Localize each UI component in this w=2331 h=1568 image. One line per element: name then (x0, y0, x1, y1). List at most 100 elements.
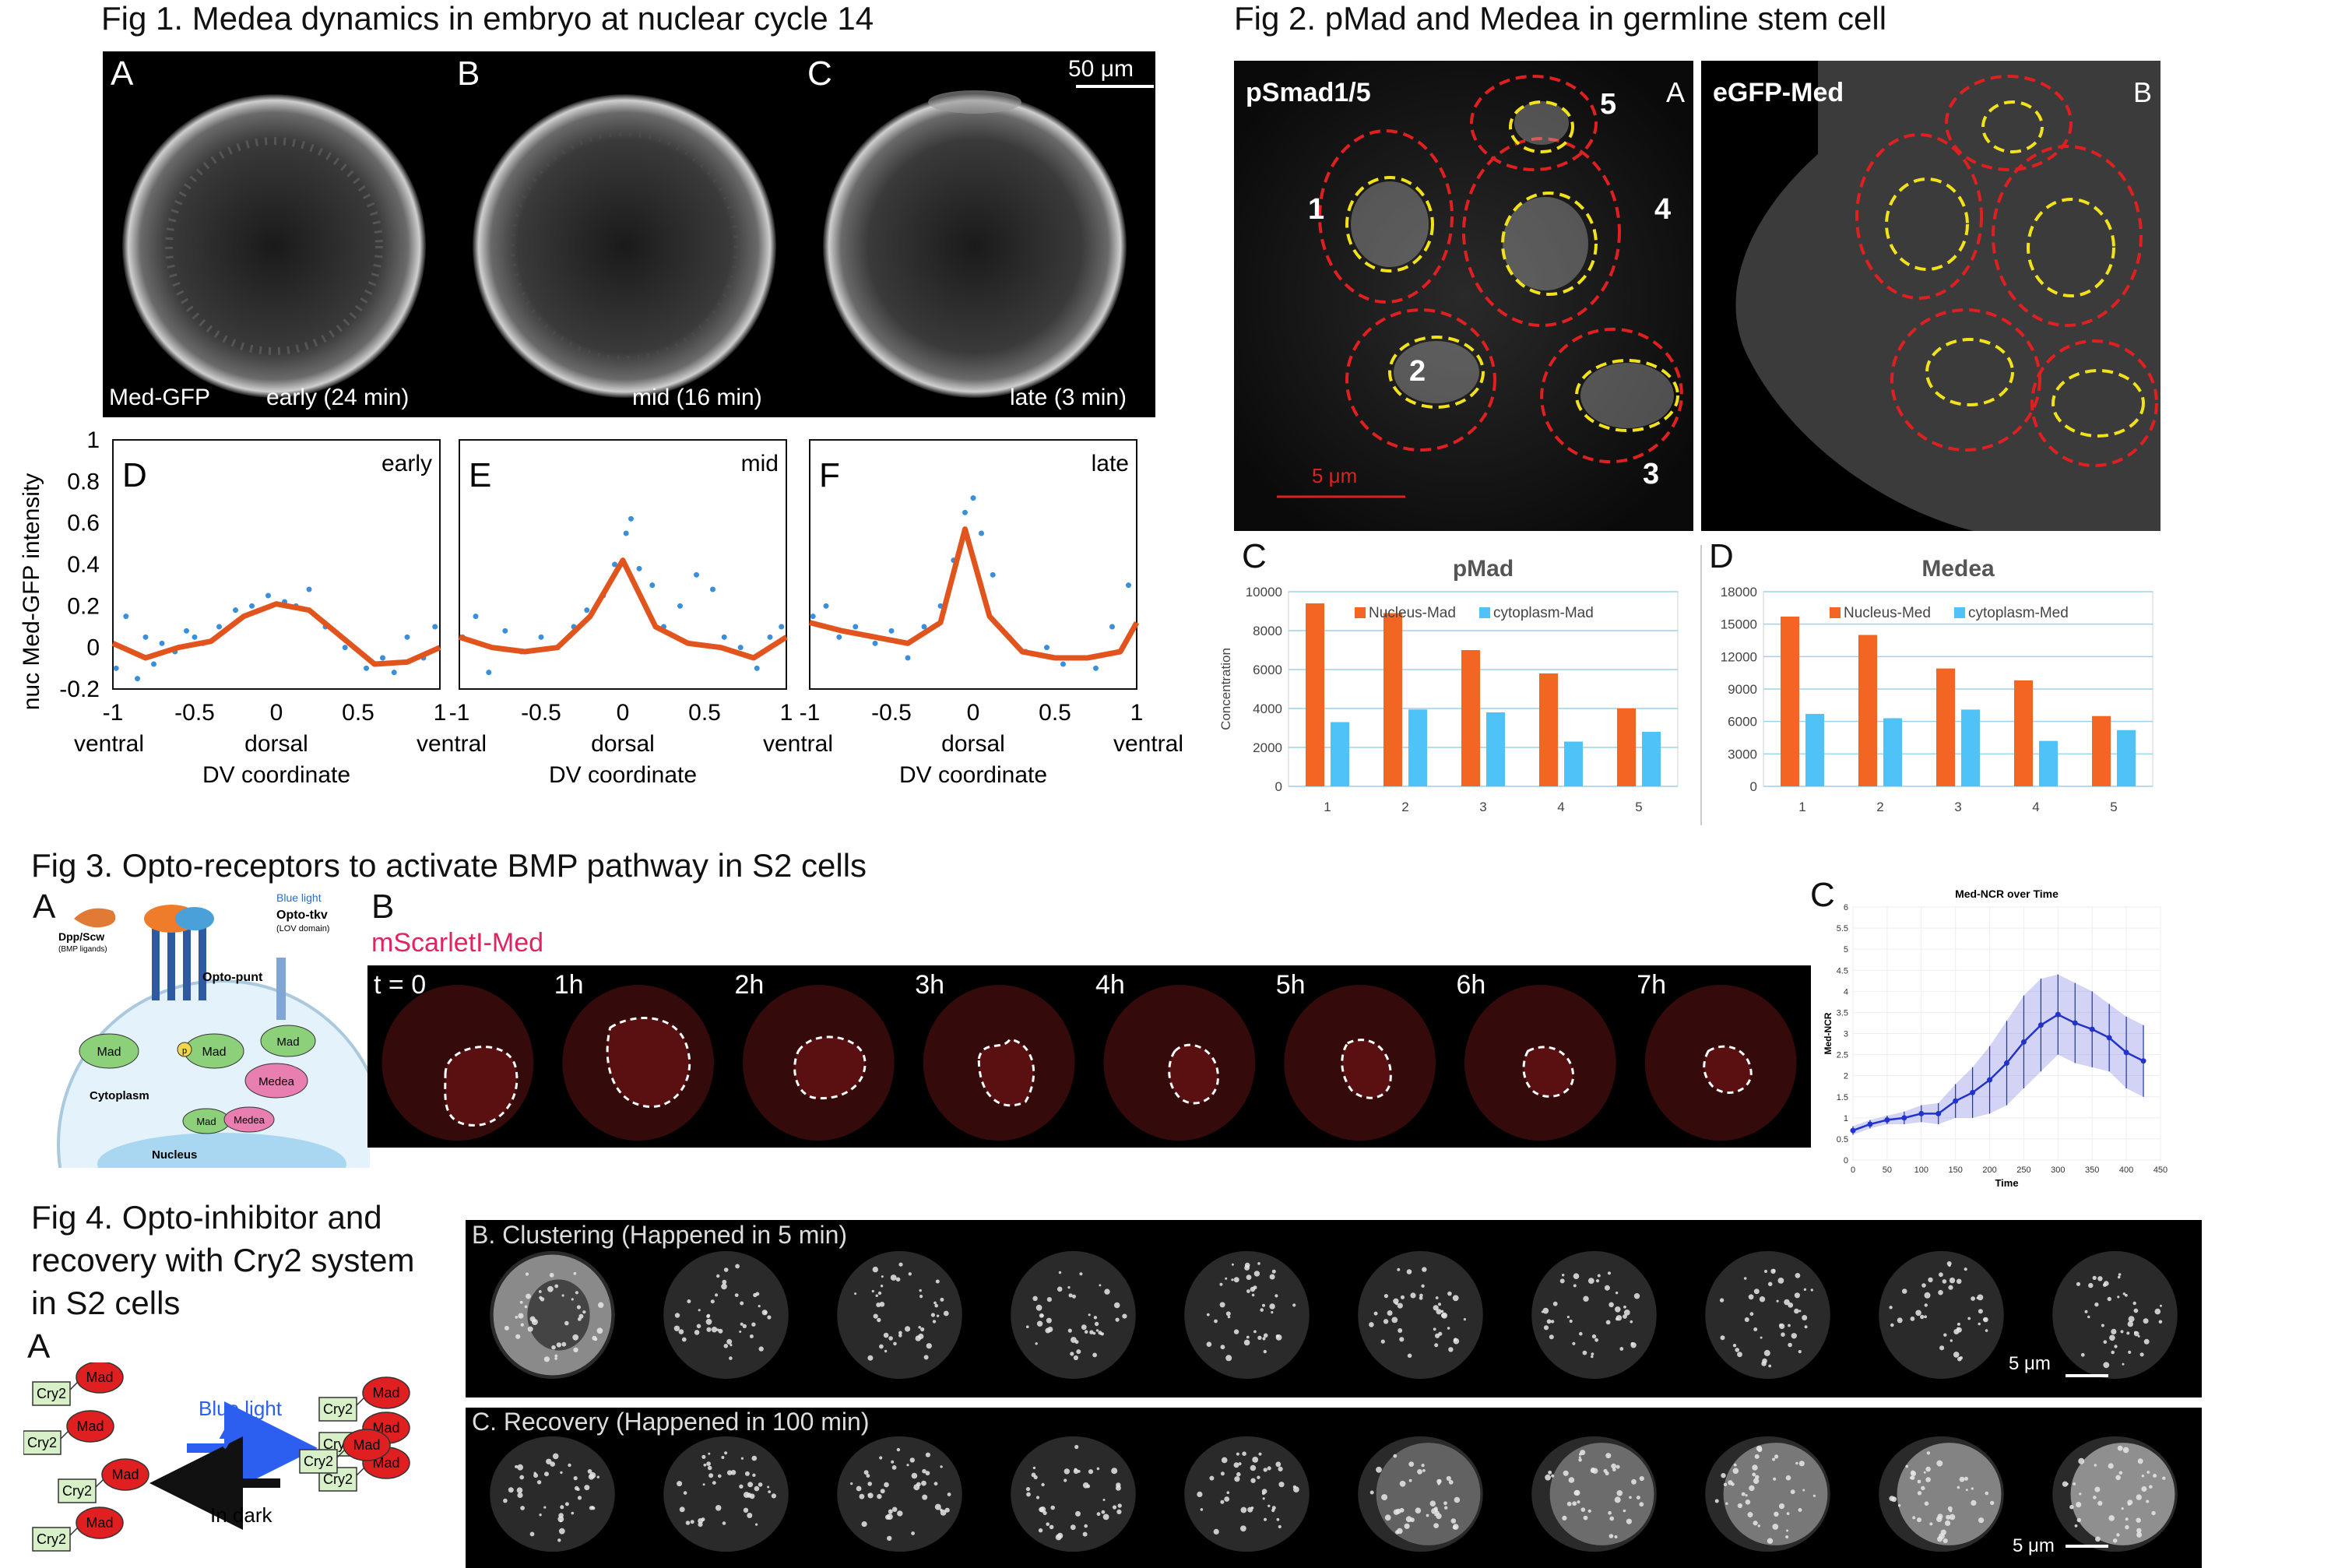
fig3-pathway-diagram: Blue light Dpp/Scw (BMP ligands) Opto-tk… (57, 891, 370, 1168)
cry2-text: Cry2 (37, 1386, 66, 1401)
fig1-data-point (265, 592, 271, 599)
embryo-c (823, 94, 1127, 398)
ncr-point (2004, 1060, 2009, 1066)
fig2-ytick-label: 3000 (1728, 747, 1757, 761)
mad-text: Mad (111, 1467, 139, 1482)
fig1-data-point (853, 624, 859, 630)
fig2-ytick-label: 10000 (1246, 585, 1282, 599)
fig2-psmad-label: pSmad1/5 (1246, 78, 1371, 107)
fig4-recovery-label: C. Recovery (Happened in 100 min) (472, 1408, 870, 1436)
ncr-point (2123, 1049, 2129, 1056)
fig1-xtick-label: 1 (434, 700, 447, 726)
fig2-ytick-label: 12000 (1721, 649, 1757, 664)
ncr-xtick-label: 200 (1982, 1165, 1996, 1175)
fig1-xaxis-ventral-right: ventral (417, 731, 487, 757)
fig3-time-label: 1h (554, 970, 584, 1000)
cry2-text: Cry2 (323, 1401, 353, 1417)
blue-light-text: Blue light (276, 891, 322, 904)
fig1-xtick-label: 1 (780, 700, 793, 726)
fig2-bar (1936, 668, 1955, 786)
fig1-xtick-label: 0 (617, 700, 630, 726)
ncr-point (2072, 1020, 2078, 1026)
fig1-data-point (159, 640, 165, 646)
cell-label-2: 2 (1409, 355, 1426, 388)
fig1-plot-letter: D (122, 456, 147, 494)
fig2-ytick-label: 6000 (1728, 715, 1757, 730)
fig2-bar-chart-medea: 18000 15000 12000 9000 6000 3000 0 1 2 3 4 5 Medea Nu… (1721, 556, 2153, 814)
fig2-legend-swatch (1355, 607, 1366, 618)
fig1-data-point (233, 607, 238, 613)
fig1-data-point (113, 665, 119, 671)
mad-text-3: Mad (276, 1035, 299, 1049)
fig1-fit-line (809, 526, 1140, 661)
fig1-data-point (979, 530, 984, 536)
fig1-ytick-label: -0.2 (59, 677, 100, 702)
ncr-point (2055, 1011, 2061, 1018)
ncr-xtick-label: 400 (2119, 1165, 2133, 1175)
cry2-box (23, 1430, 62, 1455)
embryo-b (473, 94, 776, 398)
ncr-xtick-label: 100 (1914, 1165, 1928, 1175)
mad-text: Mad (86, 1369, 113, 1385)
cell-label-3: 3 (1643, 458, 1660, 490)
fig1-plot-stage: late (1092, 451, 1129, 476)
mad-text-1: Mad (97, 1046, 121, 1059)
fig4-title-line1: Fig 4. Opto-inhibitor and (31, 1199, 382, 1236)
fig2-bar-charts: 10000 8000 6000 4000 2000 0 1 2 3 4 5 pMad Nucleus-M… (1218, 545, 2153, 825)
ncr-ytick-label: 3 (1844, 1030, 1848, 1039)
mad-blob (362, 1376, 410, 1409)
fig2-bar (1331, 722, 1349, 786)
fig1-xtick-label: 0 (967, 700, 980, 726)
ncr-ytick-label: 4 (1844, 987, 1848, 997)
fig2-bar-chart-pmad: 10000 8000 6000 4000 2000 0 1 2 3 4 5 pMad Nucleus-M… (1218, 556, 1679, 814)
ncr-point (1850, 1127, 1856, 1134)
ncr-point (1970, 1089, 1976, 1095)
fig2-legend-swatch (1830, 607, 1841, 618)
receptor-icon (144, 905, 214, 1000)
ncr-point (2020, 1039, 2027, 1045)
ncr-xtick-label: 350 (2085, 1165, 2099, 1175)
fig1-data-point (584, 607, 590, 613)
fig2-legend-swatch (1479, 607, 1490, 618)
fig1-xtick-label: -1 (800, 700, 821, 726)
fig2-xtick-label: 1 (1798, 800, 1805, 814)
fig1-data-point (694, 571, 699, 578)
fig1-data-point (364, 665, 369, 671)
fig2-xtick-label: 3 (1954, 800, 1961, 814)
fig1-data-point (779, 624, 785, 630)
ncr-xtick-label: 50 (1883, 1165, 1892, 1175)
fig2-panel-c-letter: C (1242, 537, 1267, 575)
ligand-sub-text: (BMP ligands) (58, 945, 107, 954)
fig1-data-point (710, 586, 715, 592)
fig1-data-point (823, 603, 829, 609)
ncr-ytick-label: 0.5 (1837, 1135, 1848, 1144)
ncr-title: Med-NCR over Time (1955, 888, 2059, 900)
fig2-bar (1883, 718, 1902, 786)
fig1-data-point (1126, 582, 1131, 589)
fig2-panel-d-letter: D (1709, 537, 1734, 575)
fig1-data-point (192, 634, 198, 640)
fig1-xaxis-dorsal: dorsal (591, 731, 655, 757)
fig1-xtick-label: -0.5 (521, 700, 561, 726)
ncr-ytick-label: 6 (1844, 903, 1848, 912)
fig1-xtick-label: -0.5 (871, 700, 912, 726)
fig2-bar (1539, 673, 1558, 786)
fig2-ylabel: Concentration (1218, 648, 1233, 730)
fig1-data-point (432, 624, 438, 630)
fig1-ylabel: nuc Med-GFP intensity (19, 473, 44, 711)
fig2-title: Fig 2. pMad and Medea in germline stem c… (1234, 0, 1887, 37)
mad-text: Mad (353, 1437, 380, 1453)
fig2-bar (1805, 713, 1824, 786)
fig1-data-point (612, 561, 617, 568)
fig2-xtick-label: 4 (2032, 800, 2039, 814)
ncr-ytick-label: 2.5 (1837, 1051, 1848, 1060)
fig3-timelapse-strip: t = 0 1h 2h 3h 4h 5h 6h 7h (367, 965, 1811, 1148)
fig1-data-point (380, 655, 385, 661)
ncr-ytick-label: 1 (1844, 1114, 1848, 1123)
dark-label: In dark (210, 1503, 272, 1527)
fig2-bar (1961, 709, 1980, 786)
fig1-ytick-label: 0.6 (67, 511, 100, 536)
cell-label-1: 1 (1308, 193, 1325, 226)
fig1-ytick-label: 0.8 (67, 469, 100, 494)
ncr-xtick-label: 250 (2016, 1165, 2030, 1175)
